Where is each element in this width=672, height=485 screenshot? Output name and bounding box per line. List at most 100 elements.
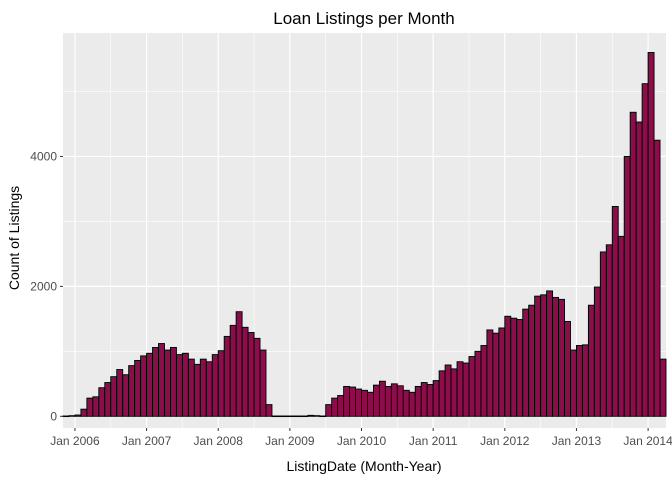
bar (301, 415, 309, 418)
bar (199, 358, 207, 417)
bar (104, 382, 112, 417)
bar (432, 380, 440, 417)
bar (128, 365, 136, 417)
bar (444, 364, 452, 417)
x-tick-label: Jan 2010 (337, 434, 387, 448)
bar (140, 355, 148, 417)
bar (623, 155, 631, 417)
x-tick-label: Jan 2013 (552, 434, 602, 448)
bar (158, 343, 165, 417)
bar (438, 370, 446, 417)
bar (343, 385, 351, 417)
x-tick-label: Jan 2008 (194, 434, 244, 448)
bar (647, 52, 655, 417)
bar (516, 319, 524, 417)
x-axis-label: ListingDate (Month-Year) (286, 458, 441, 474)
bar (617, 235, 625, 417)
bar (181, 352, 189, 417)
bar (307, 414, 315, 417)
bar (241, 326, 249, 417)
x-tick-label: Jan 2006 (50, 434, 100, 448)
bar (80, 408, 88, 417)
bar (187, 358, 195, 417)
bar (593, 286, 601, 417)
bar (110, 376, 118, 417)
bar (558, 298, 565, 417)
bar (319, 415, 327, 418)
bar (528, 304, 536, 417)
bar (170, 346, 177, 417)
bar (373, 384, 380, 417)
bar (211, 354, 219, 417)
bar (92, 396, 100, 417)
bar (122, 374, 130, 417)
x-tick-label: Jan 2011 (409, 434, 458, 448)
bar (611, 206, 619, 417)
bar (295, 415, 303, 418)
bar (653, 139, 661, 417)
x-tick-label: Jan 2009 (265, 434, 315, 448)
bar (581, 344, 589, 417)
bar (271, 415, 279, 418)
bar (337, 395, 345, 417)
bar (462, 362, 470, 417)
bar (384, 385, 392, 417)
bar (540, 294, 548, 417)
bar (86, 397, 94, 417)
bar (355, 388, 362, 417)
bar (402, 389, 410, 417)
bar (146, 352, 154, 417)
bar (390, 383, 398, 417)
bar (486, 329, 494, 417)
bar (193, 363, 201, 417)
bar (313, 415, 321, 417)
x-tick-label: Jan 2014 (623, 434, 672, 448)
bar (235, 311, 243, 417)
bar (152, 346, 159, 417)
bar (116, 369, 124, 417)
bar (414, 385, 422, 417)
bar (534, 295, 542, 417)
bar (349, 386, 356, 417)
bar (504, 315, 512, 417)
bar (587, 304, 595, 417)
bar (396, 385, 404, 417)
bar (659, 358, 667, 417)
bar (361, 389, 368, 417)
bar (510, 317, 518, 417)
bar (408, 391, 416, 417)
bar (522, 308, 530, 417)
bar (498, 327, 506, 417)
bar (456, 361, 464, 417)
bar (217, 350, 225, 417)
bar (175, 354, 183, 417)
bar (570, 349, 577, 417)
bar (68, 415, 76, 417)
bar (134, 359, 142, 417)
y-axis-ticks: 0 2000 4000 (30, 149, 63, 423)
bar (564, 321, 571, 417)
bar (367, 391, 374, 417)
bar (552, 296, 559, 417)
bar (98, 387, 106, 417)
bar (247, 332, 255, 417)
bar (599, 251, 607, 417)
bar (223, 335, 231, 417)
bar (378, 380, 386, 417)
bar (265, 404, 273, 417)
bar (205, 361, 213, 417)
bar (450, 368, 458, 417)
bar (62, 415, 70, 418)
bar (289, 415, 297, 418)
bar (575, 345, 583, 417)
bar (629, 111, 637, 417)
x-axis-ticks: Jan 2006 Jan 2007 Jan 2008 Jan 2009 Jan 2010… (50, 428, 672, 448)
y-tick-label: 0 (50, 409, 57, 423)
bar (331, 397, 339, 417)
x-tick-label: Jan 2012 (480, 434, 530, 448)
chart-title: Loan Listings per Month (273, 9, 454, 28)
bar (420, 382, 428, 417)
y-tick-label: 2000 (30, 279, 57, 293)
